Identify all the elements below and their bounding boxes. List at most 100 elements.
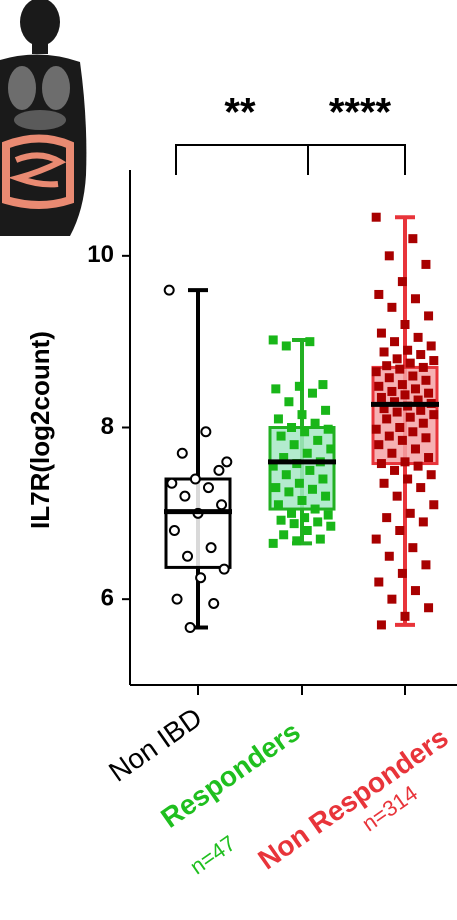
data-point [302,448,312,458]
data-point [397,277,407,287]
data-point [294,478,304,488]
data-point [384,373,394,383]
data-point [429,356,439,366]
data-point [321,405,331,415]
data-point [176,447,188,459]
data-point [271,384,281,394]
sample-size: n=47 [185,830,240,879]
data-point [410,294,420,304]
data-point [374,577,384,587]
data-point [297,495,307,505]
data-point [302,526,312,535]
data-point [279,453,289,463]
data-point [424,453,434,463]
data-point [292,536,302,546]
y-axis-title: IL7R(log2count) [25,331,55,529]
data-point [376,328,386,338]
data-point [307,484,317,494]
data-point [284,487,294,497]
data-point [384,551,394,561]
data-point [379,347,389,357]
data-point [268,538,278,548]
data-point [321,491,331,501]
data-point [410,586,420,596]
y-tick-label: 6 [101,585,114,612]
data-point [307,388,317,398]
data-point [424,603,434,613]
data-point [397,435,407,445]
data-point [408,543,418,553]
data-point [287,423,297,432]
data-point [208,597,220,609]
data-point [405,358,415,368]
data-point [310,504,320,514]
data-point [281,470,291,480]
data-point [413,461,423,471]
data-point [392,407,402,417]
data-point [421,433,431,443]
data-point [408,234,418,244]
data-point [323,510,333,520]
data-point [273,414,283,424]
data-point [395,364,405,374]
data-point [390,465,400,475]
data-point [273,500,283,510]
data-point [397,568,407,578]
y-tick-label: 10 [87,241,114,268]
data-point [418,418,428,428]
data-point [400,390,410,400]
data-point [182,550,194,562]
data-point [405,412,415,422]
data-point [400,457,410,467]
data-point [408,371,418,381]
data-point [276,431,286,441]
data-point [390,337,400,347]
data-point [371,367,381,377]
data-point [168,525,180,536]
data-point [418,362,428,372]
data-point [382,361,392,371]
data-point [421,560,431,570]
data-point [416,350,426,360]
data-point [371,212,381,222]
data-point [166,477,178,489]
data-point [284,397,294,407]
data-point [305,465,315,475]
data-point [387,448,397,458]
data-point [395,423,405,432]
data-point [424,388,434,398]
box [164,477,232,569]
data-point [315,534,325,544]
data-point [205,542,217,554]
data-point [403,345,413,355]
data-point [289,440,299,450]
data-point [421,259,431,269]
data-point [163,284,175,296]
data-point [376,392,386,402]
data-point [374,440,384,450]
data-point [426,341,436,351]
data-point [271,483,281,493]
data-point [382,414,392,424]
data-point [379,404,389,414]
data-point [387,386,397,396]
data-point [297,410,307,420]
data-point [276,515,286,525]
data-point [416,483,426,493]
data-point [184,621,196,633]
data-point [318,380,328,390]
data-point [374,381,384,391]
data-point [221,456,233,468]
data-point [400,611,410,621]
data-point [216,499,228,511]
data-point [410,444,420,454]
significance-bracket [175,144,406,175]
data-point [426,470,436,480]
data-point [318,474,328,484]
x-tick-label: Non IBD [103,702,207,788]
data-point [323,424,333,434]
data-point [300,427,310,437]
data-point [416,405,426,415]
data-point [313,435,323,445]
